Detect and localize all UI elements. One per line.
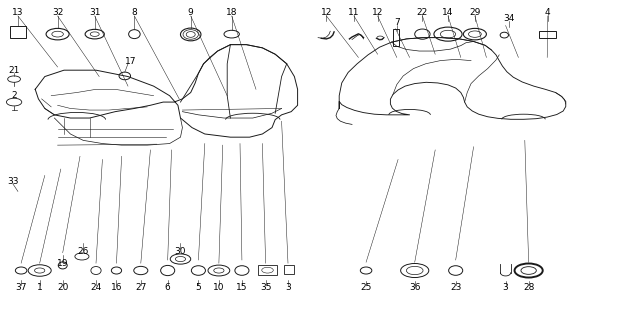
Text: 12: 12 [321,8,332,17]
Text: 20: 20 [57,283,68,292]
Bar [539,31,556,38]
Text: 3: 3 [285,283,291,292]
Text: 6: 6 [165,283,170,292]
Bar [10,26,26,38]
Text: 3: 3 [503,283,508,292]
Text: 1: 1 [37,283,42,292]
Text: 2: 2 [12,91,17,100]
Text: 33: 33 [7,177,19,186]
Text: 13: 13 [12,8,24,17]
Text: 21: 21 [8,66,20,75]
Text: 12: 12 [372,8,383,17]
Text: 5: 5 [196,283,201,292]
Text: 10: 10 [213,283,225,292]
Text: 37: 37 [15,283,27,292]
Text: 7: 7 [394,18,399,27]
Text: 18: 18 [226,8,237,17]
Text: 15: 15 [236,283,248,292]
Bar [393,29,399,46]
Text: 35: 35 [260,283,271,292]
Text: 26: 26 [77,247,89,256]
Text: 22: 22 [417,8,428,17]
Text: 28: 28 [523,283,534,292]
Text: 27: 27 [135,283,147,292]
Text: 31: 31 [89,8,100,17]
Text: 30: 30 [175,247,186,256]
Bar [258,265,277,275]
Text: 24: 24 [90,283,102,292]
Text: 16: 16 [111,283,122,292]
Text: 32: 32 [52,8,63,17]
Bar [284,265,294,274]
Text: 14: 14 [442,8,454,17]
Text: 34: 34 [503,14,515,23]
Text: 25: 25 [360,283,372,292]
Text: 23: 23 [450,283,461,292]
Text: 29: 29 [469,8,481,17]
Text: 36: 36 [409,283,420,292]
Text: 17: 17 [125,57,137,66]
Text: 4: 4 [545,8,550,17]
Text: 19: 19 [57,259,68,268]
Text: 8: 8 [132,8,137,17]
Text: 11: 11 [348,8,360,17]
Text: 9: 9 [188,8,193,17]
